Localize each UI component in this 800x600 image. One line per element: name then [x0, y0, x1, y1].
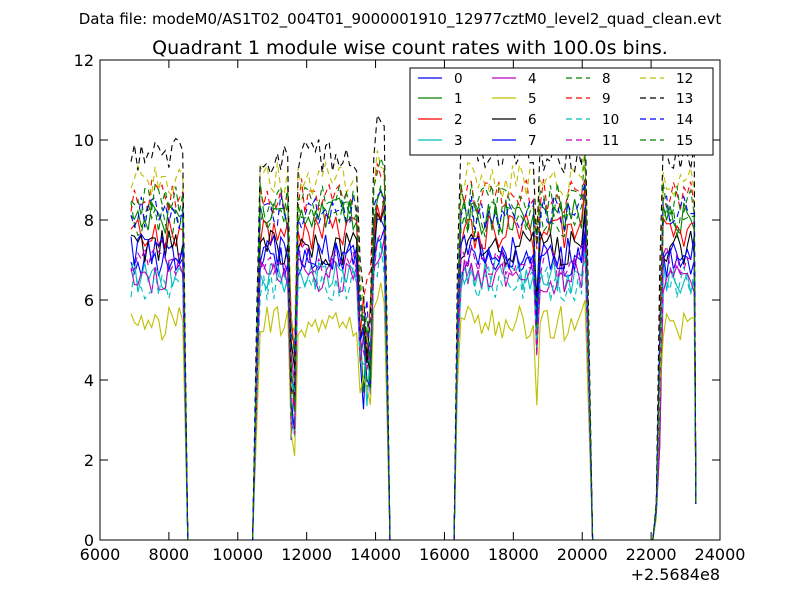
- x-tick-label: 12000: [281, 545, 332, 564]
- series-line-5: [130, 282, 697, 540]
- legend-label-1: 1: [454, 91, 463, 107]
- legend-label-3: 3: [454, 133, 463, 149]
- ticks-layer: [99, 59, 721, 541]
- series-line-15: [130, 154, 697, 540]
- legend-label-14: 14: [676, 112, 693, 128]
- x-tick-label: 6000: [80, 545, 121, 564]
- y-tick-label: 2: [84, 451, 94, 470]
- legend-label-6: 6: [528, 112, 537, 128]
- legend-label-15: 15: [676, 133, 693, 149]
- y-tick-label: 8: [84, 211, 94, 230]
- y-tick-label: 6: [84, 291, 94, 310]
- series-line-12: [130, 147, 697, 540]
- legend-label-2: 2: [454, 112, 463, 128]
- legend-label-10: 10: [602, 112, 619, 128]
- legend-label-8: 8: [602, 71, 611, 87]
- x-tick-label: 8000: [149, 545, 190, 564]
- series-line-13: [130, 107, 697, 540]
- x-axis-offset-label: +2.5684e8: [631, 565, 720, 584]
- legend-label-11: 11: [602, 133, 619, 149]
- legend-label-5: 5: [528, 91, 537, 107]
- y-tick-label: 0: [84, 531, 94, 550]
- legend-label-7: 7: [528, 133, 537, 149]
- legend-label-4: 4: [528, 71, 537, 87]
- x-tick-label: 24000: [695, 545, 746, 564]
- legend-label-12: 12: [676, 71, 693, 87]
- y-tick-label: 12: [74, 51, 94, 70]
- x-tick-label: 14000: [350, 545, 401, 564]
- series-line-11: [130, 231, 697, 540]
- series-layer: [130, 107, 697, 540]
- x-tick-label: 22000: [626, 545, 677, 564]
- x-tick-label: 16000: [419, 545, 470, 564]
- x-tick-label: 20000: [557, 545, 608, 564]
- legend-label-9: 9: [602, 91, 611, 107]
- y-tick-label: 4: [84, 371, 94, 390]
- tick-labels-layer: 6000 8000 10000 12000 14000 16000 18000 20000 22…: [74, 51, 746, 564]
- series-line-8: [130, 182, 697, 540]
- figure-suptitle: Data file: modeM0/AS1T02_004T01_90000019…: [79, 10, 722, 29]
- legend-label-13: 13: [676, 91, 693, 107]
- chart-title: Quadrant 1 module wise count rates with …: [152, 37, 668, 59]
- x-tick-label: 10000: [212, 545, 263, 564]
- legend-label-0: 0: [454, 71, 463, 87]
- x-tick-label: 18000: [488, 545, 539, 564]
- y-tick-label: 10: [74, 131, 94, 150]
